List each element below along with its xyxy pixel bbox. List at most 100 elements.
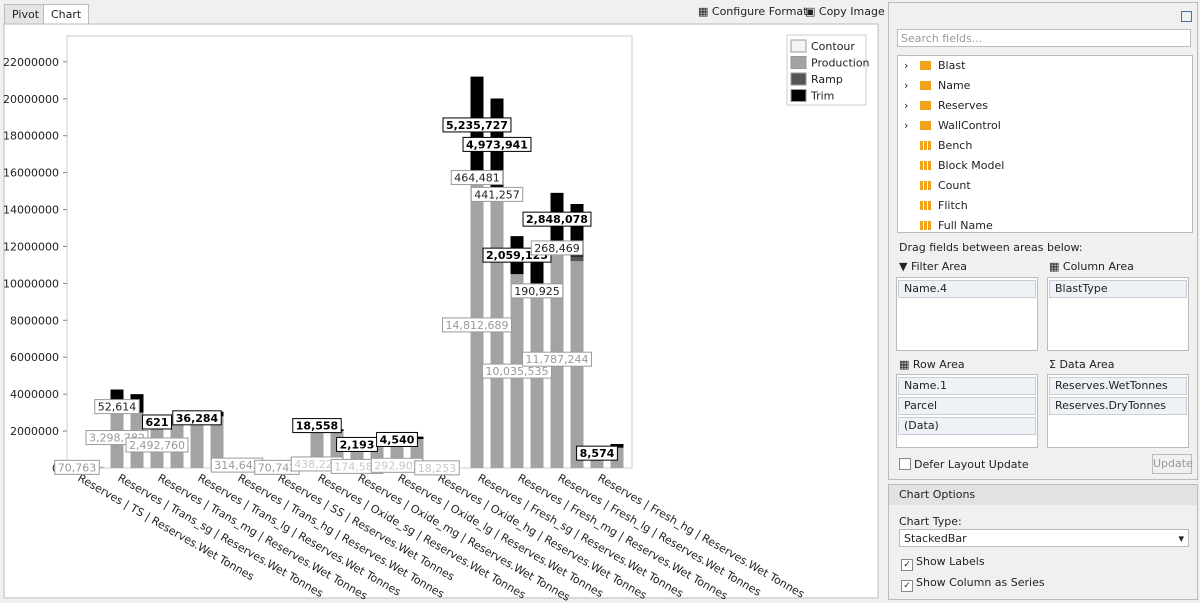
data-label-text: 174,581 — [334, 460, 380, 473]
y-tick-label: 4000000 — [10, 388, 59, 401]
field-item[interactable]: Block Model — [898, 156, 1192, 176]
legend-swatch — [790, 39, 807, 53]
placeholder: Search fields... — [901, 32, 983, 45]
search-box[interactable]: Search fields... — [897, 29, 1191, 47]
area-field[interactable]: Name.4 — [898, 280, 1036, 298]
label-box — [576, 445, 618, 461]
bar-segment — [530, 255, 544, 290]
area-field[interactable]: Name.1 — [898, 377, 1036, 395]
button-text: Copy Image — [818, 5, 885, 18]
field-name: Block Model — [938, 159, 1005, 172]
column-area[interactable]: BlastType — [1047, 277, 1189, 351]
data-label-text: 292,902 — [374, 459, 420, 472]
area-title: ▦ Column Area — [1049, 260, 1134, 273]
data-label: 190,925 — [510, 283, 564, 299]
field-item[interactable]: › Blast — [898, 56, 1192, 76]
data-label: 4,973,941 — [462, 136, 532, 152]
area-field[interactable]: Reserves.DryTonnes — [1049, 397, 1187, 415]
data-label-text: 621 — [146, 416, 169, 429]
area-title-text: Row Area — [912, 358, 965, 371]
data-label: 5,235,727 — [442, 117, 512, 133]
data-label: 314,642 — [210, 457, 264, 473]
field-icon — [920, 121, 931, 130]
label-box — [292, 418, 342, 434]
field-name: Full Name — [938, 219, 993, 232]
expand-arrow[interactable]: › — [904, 79, 909, 92]
field-icon — [920, 201, 931, 210]
toolbar-button[interactable]: ▣ Copy Image — [805, 5, 885, 18]
field-name: WallControl — [938, 119, 1001, 132]
label-box — [125, 437, 189, 453]
data-label: 2,848,078 — [522, 211, 592, 227]
field-item[interactable]: › WallControl — [898, 116, 1192, 136]
label-box — [470, 186, 524, 202]
label-box — [376, 431, 418, 447]
field-name: Flitch — [938, 199, 968, 212]
y-tick-label: 10000000 — [3, 277, 59, 290]
field-name: Count — [938, 179, 971, 192]
y-tick-label: 6000000 — [10, 351, 59, 364]
data-label: 464,481 — [450, 170, 504, 186]
layout-icon[interactable] — [1181, 11, 1192, 22]
area-field[interactable]: Parcel — [898, 397, 1036, 415]
label: Chart Type: — [899, 515, 962, 528]
y-tick-label: 2000000 — [10, 425, 59, 438]
checkbox[interactable]: Defer Layout Update — [899, 458, 1029, 471]
y-tick-label: 12000000 — [3, 240, 59, 253]
field-item[interactable]: › Name — [898, 76, 1192, 96]
area-title: Σ Data Area — [1049, 358, 1115, 371]
area-title-text: Data Area — [1059, 358, 1115, 371]
field-icon — [920, 61, 931, 70]
field-icon — [920, 221, 931, 230]
data-label: 10,035,535 — [482, 363, 552, 379]
field-icon — [920, 81, 931, 90]
checkbox[interactable]: ✓ Show Column as Series — [901, 576, 1045, 592]
field-item[interactable]: › Reserves — [898, 96, 1192, 116]
legend-label: Contour — [811, 40, 855, 53]
data-label-text: 438,227 — [294, 458, 340, 471]
data-label-text: 18,558 — [296, 420, 338, 433]
area-field[interactable]: (Data) — [898, 417, 1036, 435]
data-label-text: 5,235,727 — [446, 119, 508, 132]
label-box — [54, 459, 100, 475]
data-label: 2,492,760 — [125, 437, 189, 453]
expand-arrow[interactable]: › — [904, 99, 909, 112]
row-area[interactable]: Name.1 Parcel (Data) — [896, 374, 1038, 448]
chart-type-select[interactable]: StackedBar ▾ — [899, 529, 1189, 547]
label-box — [522, 351, 592, 367]
data-area[interactable]: Reserves.WetTonnes Reserves.DryTonnes — [1047, 374, 1189, 448]
filter-area[interactable]: Name.4 — [896, 277, 1038, 351]
data-label-text: 11,787,244 — [526, 353, 589, 366]
data-label-text: 10,035,535 — [486, 365, 549, 378]
y-tick-label: 22000000 — [3, 56, 59, 69]
legend-label: Trim — [810, 90, 834, 103]
area-field[interactable]: Reserves.WetTonnes — [1049, 377, 1187, 395]
expand-arrow[interactable]: › — [904, 59, 909, 72]
data-label-text: 4,540 — [380, 433, 415, 446]
chart-options-panel: Chart Options Chart Type: StackedBar ▾ ✓ S… — [888, 484, 1198, 600]
field-name: Blast — [938, 59, 966, 72]
expand-arrow[interactable]: › — [904, 119, 909, 132]
field-item[interactable]: Bench — [898, 136, 1192, 156]
area-title: ▼ Filter Area — [899, 260, 968, 273]
checkbox[interactable]: ✓ Show Labels — [901, 555, 985, 571]
label-box — [522, 211, 592, 227]
bar-segment — [310, 425, 324, 460]
label-box — [142, 414, 172, 430]
field-name: Bench — [938, 139, 973, 152]
field-item[interactable]: Flitch — [898, 196, 1192, 216]
update-button[interactable]: Update — [1152, 454, 1193, 474]
data-label: 621 — [142, 414, 172, 430]
area-title-text: Filter Area — [910, 260, 968, 273]
toolbar-button[interactable]: ▦ Configure Format — [698, 5, 808, 18]
tab[interactable]: Chart — [43, 4, 90, 25]
y-tick-label: 16000000 — [3, 167, 59, 180]
data-label-text: 190,925 — [514, 285, 560, 298]
field-item[interactable]: Count — [898, 176, 1192, 196]
bar-segment — [490, 198, 504, 468]
field-name: Reserves — [938, 99, 988, 112]
area-title-text: Column Area — [1062, 260, 1134, 273]
area-field[interactable]: BlastType — [1049, 280, 1187, 298]
field-item[interactable]: Full Name — [898, 216, 1192, 232]
